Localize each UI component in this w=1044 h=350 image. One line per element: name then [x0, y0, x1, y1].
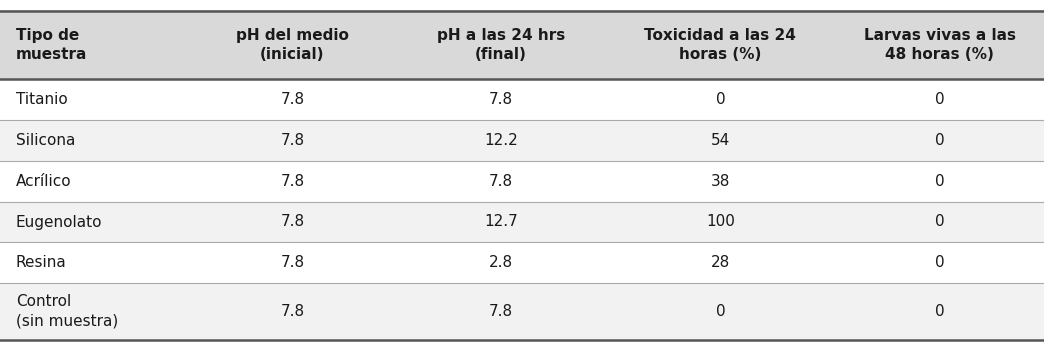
- Text: 0: 0: [934, 92, 945, 107]
- Text: 7.8: 7.8: [280, 174, 305, 189]
- Text: 7.8: 7.8: [489, 92, 514, 107]
- Text: 2.8: 2.8: [489, 255, 514, 270]
- Text: 28: 28: [711, 255, 730, 270]
- Text: Larvas vivas a las
48 horas (%): Larvas vivas a las 48 horas (%): [863, 28, 1016, 62]
- Bar: [0, 161, 1044, 202]
- Text: 54: 54: [711, 133, 730, 148]
- Text: 38: 38: [711, 174, 730, 189]
- Bar: [0, 242, 1044, 283]
- Text: pH del medio
(inicial): pH del medio (inicial): [236, 28, 349, 62]
- Text: 0: 0: [715, 304, 726, 319]
- Text: 7.8: 7.8: [280, 255, 305, 270]
- Bar: [0, 202, 1044, 242]
- Text: 0: 0: [934, 133, 945, 148]
- Bar: [0, 10, 1044, 79]
- Text: 12.7: 12.7: [484, 215, 518, 230]
- Text: Control
(sin muestra): Control (sin muestra): [16, 294, 118, 328]
- Text: Silicona: Silicona: [16, 133, 75, 148]
- Text: 100: 100: [706, 215, 735, 230]
- Text: 7.8: 7.8: [280, 304, 305, 319]
- Text: 0: 0: [934, 304, 945, 319]
- Text: 7.8: 7.8: [280, 92, 305, 107]
- Text: 7.8: 7.8: [489, 304, 514, 319]
- Text: 0: 0: [715, 92, 726, 107]
- Text: 7.8: 7.8: [280, 215, 305, 230]
- Text: 0: 0: [934, 255, 945, 270]
- Text: Resina: Resina: [16, 255, 67, 270]
- Text: 0: 0: [934, 174, 945, 189]
- Text: Eugenolato: Eugenolato: [16, 215, 102, 230]
- Text: Toxicidad a las 24
horas (%): Toxicidad a las 24 horas (%): [644, 28, 797, 62]
- Text: 7.8: 7.8: [489, 174, 514, 189]
- Bar: [0, 79, 1044, 120]
- Text: Acrílico: Acrílico: [16, 174, 71, 189]
- Bar: [0, 120, 1044, 161]
- Text: 0: 0: [934, 215, 945, 230]
- Text: 7.8: 7.8: [280, 133, 305, 148]
- Text: pH a las 24 hrs
(final): pH a las 24 hrs (final): [437, 28, 565, 62]
- Text: Tipo de
muestra: Tipo de muestra: [16, 28, 87, 62]
- Text: Titanio: Titanio: [16, 92, 68, 107]
- Text: 12.2: 12.2: [484, 133, 518, 148]
- Bar: [0, 283, 1044, 340]
